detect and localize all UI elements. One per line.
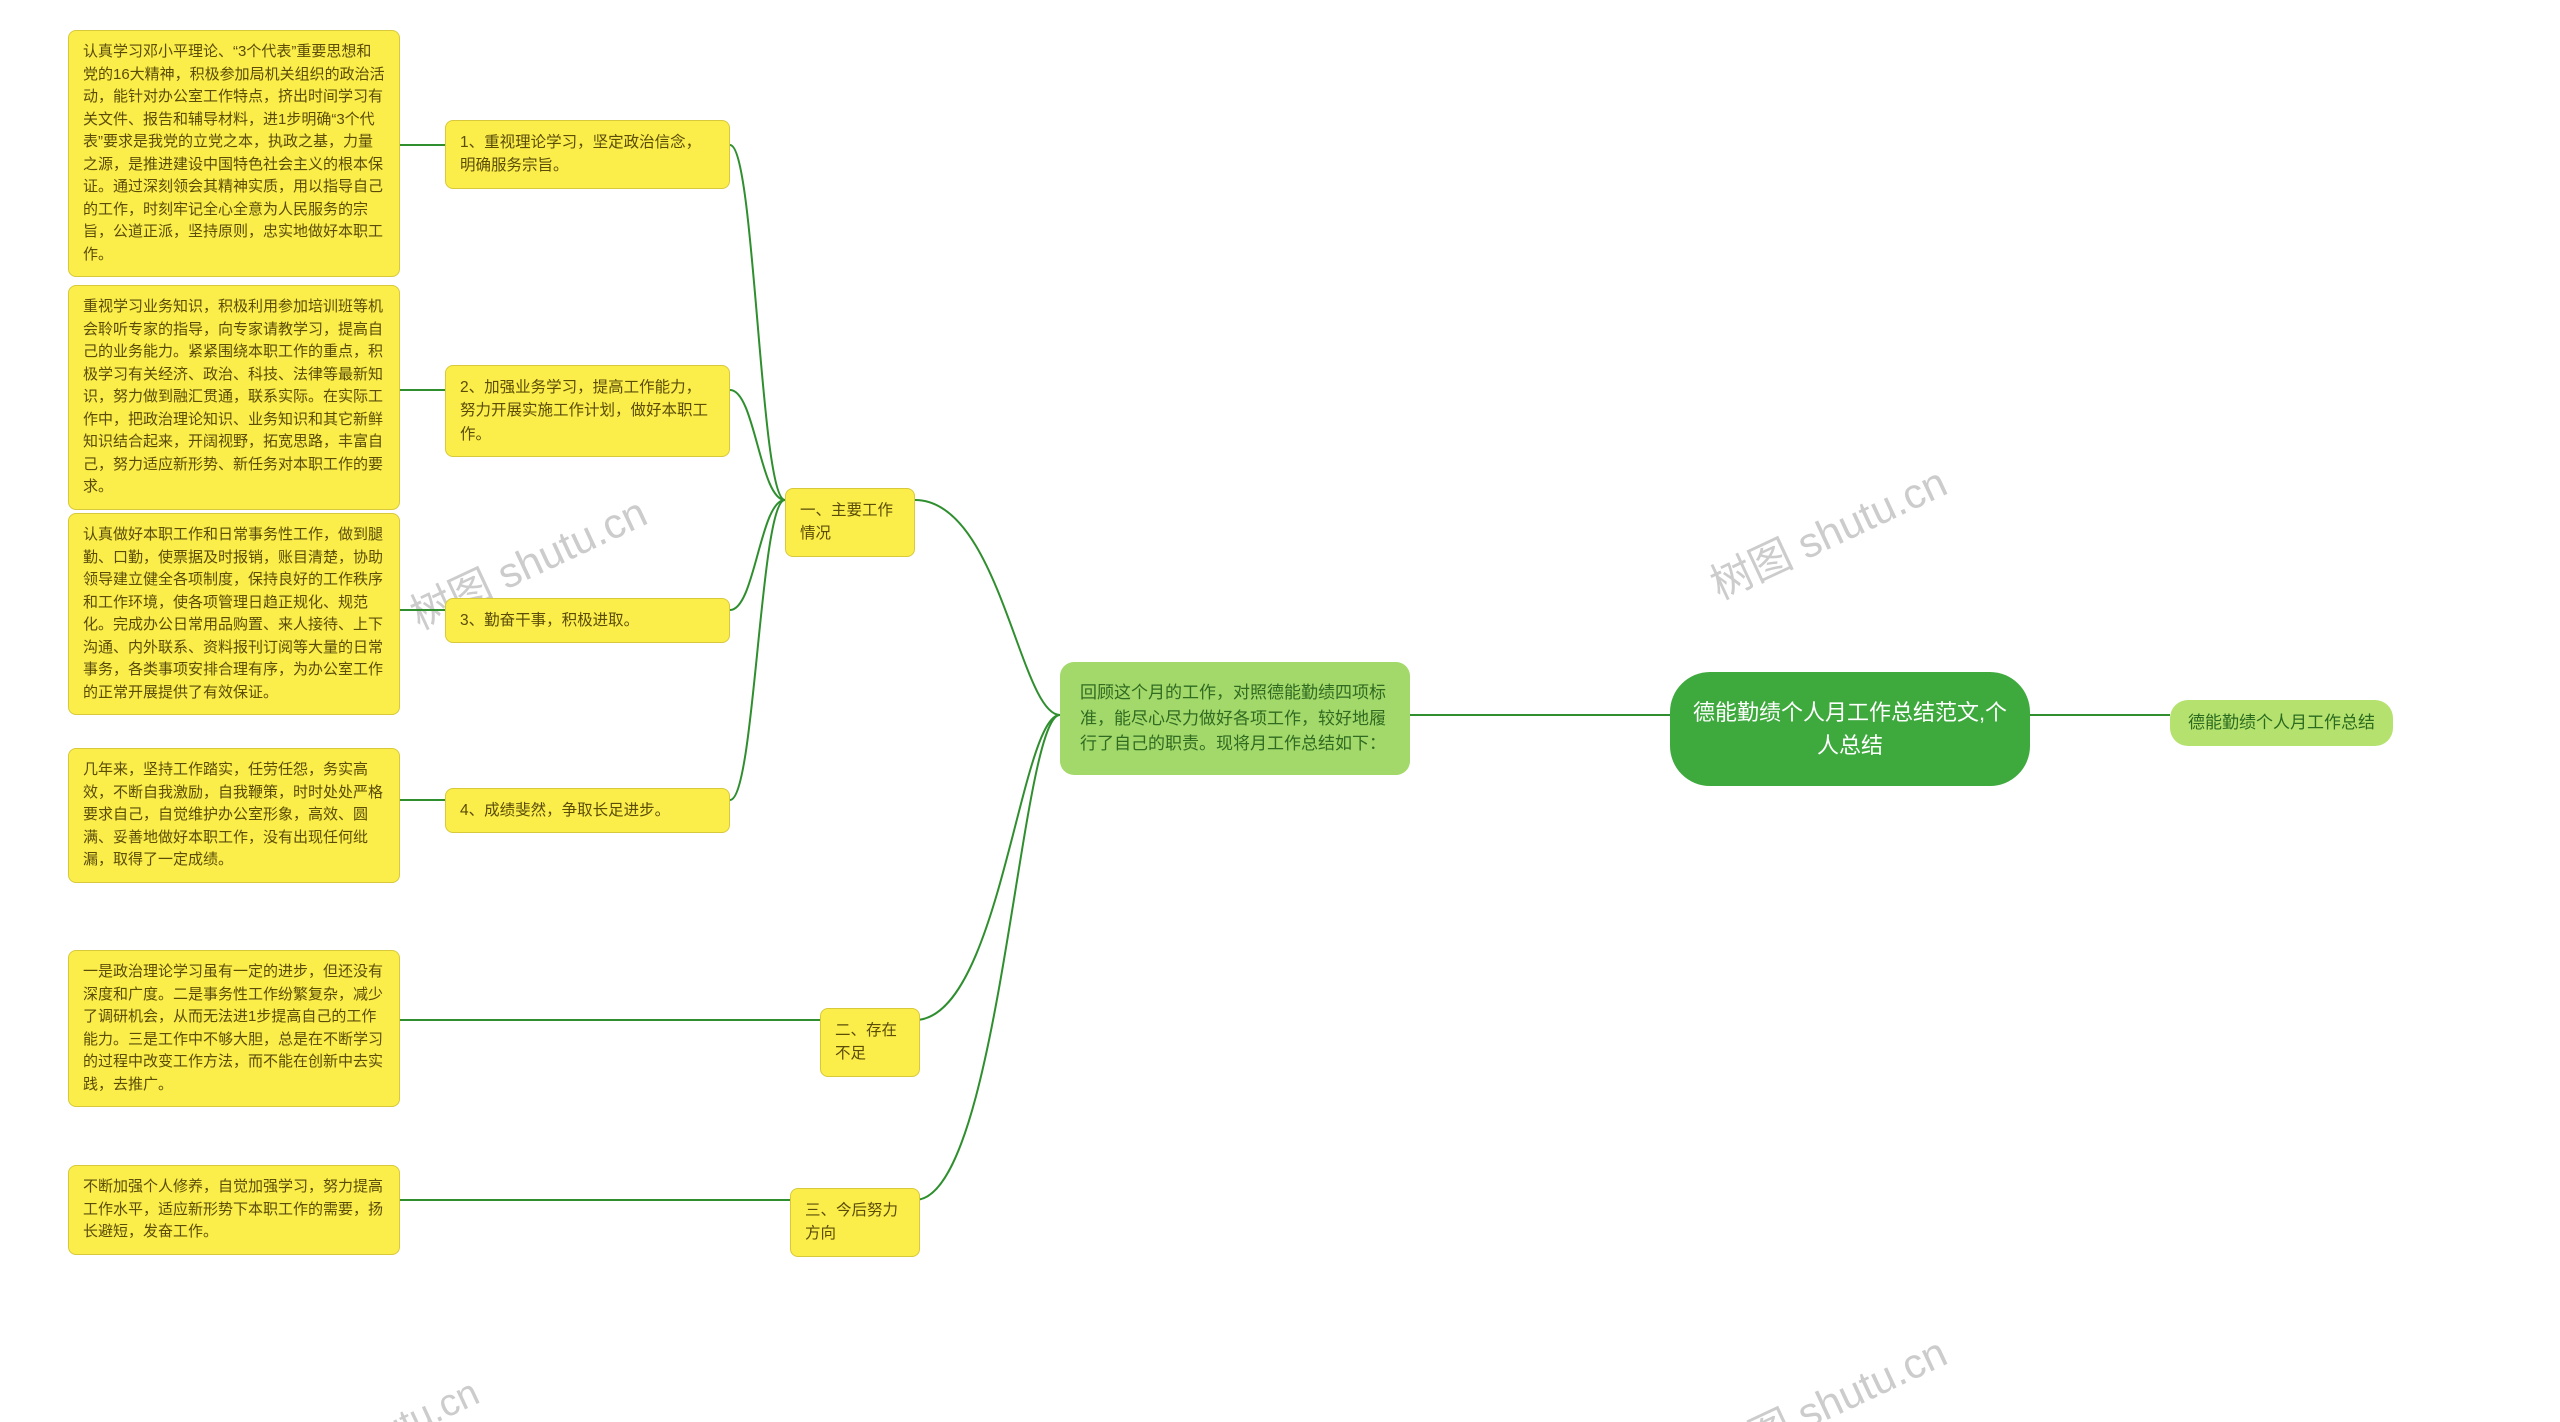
watermark-2: 树图 shutu.cn	[1699, 449, 1955, 612]
s1-item-4[interactable]: 4、成绩斐然，争取长足进步。	[445, 788, 730, 833]
watermark-3: shutu.cn	[338, 1372, 486, 1422]
leaf-6[interactable]: 不断加强个人修养，自觉加强学习，努力提高工作水平，适应新形势下本职工作的需要，扬…	[68, 1165, 400, 1255]
s1-item-1[interactable]: 1、重视理论学习，坚定政治信念，明确服务宗旨。	[445, 120, 730, 189]
mindmap-canvas: 树图 shutu.cn 树图 shutu.cn shutu.cn 树图 shut…	[0, 0, 2560, 1422]
leaf-5[interactable]: 一是政治理论学习虽有一定的进步，但还没有深度和广度。二是事务性工作纷繁复杂，减少…	[68, 950, 400, 1107]
root-node[interactable]: 德能勤绩个人月工作总结范文,个人总结	[1670, 672, 2030, 786]
leaf-2[interactable]: 重视学习业务知识，积极利用参加培训班等机会聆听专家的指导，向专家请教学习，提高自…	[68, 285, 400, 510]
s1-item-3[interactable]: 3、勤奋干事，积极进取。	[445, 598, 730, 643]
section-1[interactable]: 一、主要工作情况	[785, 488, 915, 557]
leaf-4[interactable]: 几年来，坚持工作踏实，任劳任怨，务实高效，不断自我激励，自我鞭策，时时处处严格要…	[68, 748, 400, 883]
right-leaf[interactable]: 德能勤绩个人月工作总结	[2170, 700, 2393, 746]
leaf-1[interactable]: 认真学习邓小平理论、“3个代表”重要思想和党的16大精神，积极参加局机关组织的政…	[68, 30, 400, 277]
section-2[interactable]: 二、存在不足	[820, 1008, 920, 1077]
intro-box[interactable]: 回顾这个月的工作，对照德能勤绩四项标准，能尽心尽力做好各项工作，较好地履行了自己…	[1060, 662, 1410, 775]
section-3[interactable]: 三、今后努力方向	[790, 1188, 920, 1257]
watermark-4: 树图 shutu.cn	[1699, 1319, 1955, 1422]
s1-item-2[interactable]: 2、加强业务学习，提高工作能力，努力开展实施工作计划，做好本职工作。	[445, 365, 730, 457]
leaf-3[interactable]: 认真做好本职工作和日常事务性工作，做到腿勤、口勤，使票据及时报销，账目清楚，协助…	[68, 513, 400, 715]
